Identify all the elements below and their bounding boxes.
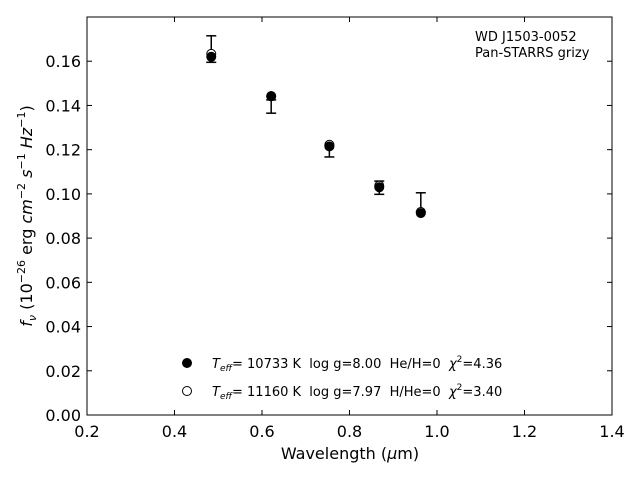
legend-entry-1: Teff= 10733 K log g=8.00 He/H=0 χ2=4.36 [212,355,502,374]
x-tick-label: 0.8 [337,422,362,441]
svg-text:fν (10−26 erg cm−2 s−1 Hz−1): fν (10−26 erg cm−2 s−1 Hz−1) [15,105,39,326]
y-tick-label: 0.04 [45,318,81,337]
x-tick-label: 0.6 [249,422,274,441]
model-point-filled [415,208,426,219]
y-tick-label: 0.12 [45,141,81,160]
object-name: WD J1503-0052 [475,30,577,45]
x-tick-label: 1.0 [424,422,449,441]
y-tick-label: 0.14 [45,96,81,115]
model-point-filled [374,182,385,193]
x-axis-label: Wavelength (μm) [281,444,419,463]
x-tick-label: 0.4 [162,422,187,441]
model-point-filled [266,91,277,102]
observed-errorbars [206,35,426,213]
legend-marker-filled [182,358,192,368]
plot-frame [86,16,613,416]
y-tick-label: 0.06 [45,273,81,292]
y-tick-label: 0.08 [45,229,81,248]
x-tick-label: 1.4 [599,422,624,441]
legend-marker-open [182,386,192,396]
x-tick-label: 0.2 [74,422,99,441]
y-tick-label: 0.00 [45,406,81,425]
model-point-filled [324,141,335,152]
model-markers [206,48,426,219]
observed-point [266,99,277,114]
y-tick-label: 0.02 [45,362,81,381]
x-tick-label: 1.2 [512,422,537,441]
model-point-filled [206,51,217,62]
y-tick-label: 0.16 [45,52,81,71]
legend: Teff= 10733 K log g=8.00 He/H=0 χ2=4.36 … [182,355,502,402]
legend-entry-2: Teff= 11160 K log g=7.97 H/He=0 χ2=3.40 [212,383,502,402]
tick-labels: 0.2 0.4 0.6 0.8 1.0 1.2 1.4 0.00 0.02 0.04 0.06 0.0… [45,52,624,441]
survey-name: Pan-STARRS grizy [475,46,590,61]
y-axis-label: fν (10−26 erg cm−2 s−1 Hz−1) [15,105,39,326]
y-tick-label: 0.10 [45,185,81,204]
axis-ticks [86,17,613,416]
